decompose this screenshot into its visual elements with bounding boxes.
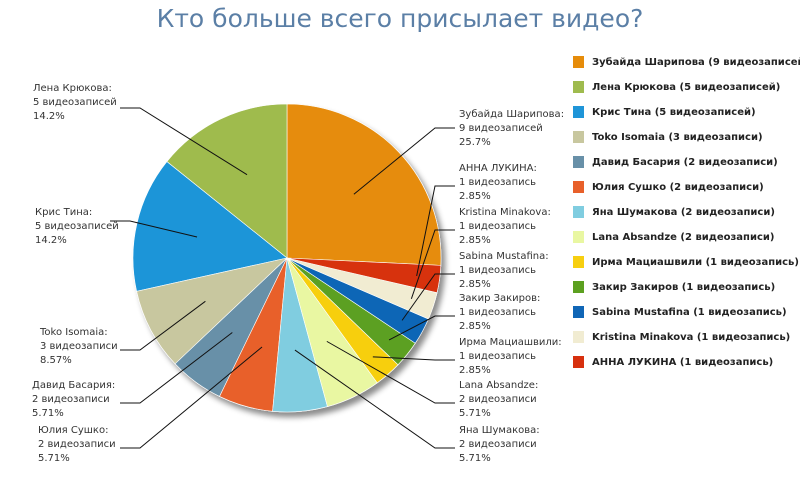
slice-label-value: 2.85%	[459, 279, 491, 290]
legend-label: Крис Тина (5 видеозаписей)	[592, 107, 756, 118]
slice-label-name: Яна Шумакова:	[459, 425, 540, 436]
leader-line	[120, 107, 248, 176]
slice-label-name: Давид Басария:	[32, 380, 115, 391]
slice-label-count: 2 видеозаписи	[38, 439, 116, 450]
legend-swatch	[573, 231, 584, 243]
pie-slice	[166, 103, 288, 259]
slice-label-name: Зубайда Шарипова:	[459, 109, 564, 120]
slice-label-value: 2.85%	[459, 235, 491, 246]
legend-label: Лена Крюкова (5 видеозаписей)	[592, 82, 780, 93]
legend-swatch	[573, 256, 584, 268]
legend-swatch	[573, 356, 584, 368]
slice-label-count: 2 видеозаписи	[459, 439, 537, 450]
slice-label-value: 2.85%	[459, 365, 491, 376]
slice-label-count: 5 видеозаписей	[33, 97, 117, 108]
slice-label-value: 8.57%	[40, 355, 72, 366]
legend-swatch	[573, 56, 584, 68]
legend-label: Ирма Мациашвили (1 видеозапись)	[592, 257, 799, 268]
slice-label-value: 14.2%	[35, 235, 67, 246]
slice-label-count: 1 видеозапись	[459, 307, 536, 318]
legend-swatch	[573, 131, 584, 143]
chart-title: Кто больше всего присылает видео?	[157, 4, 644, 33]
slice-label-value: 5.71%	[38, 453, 70, 464]
legend-swatch	[573, 331, 584, 343]
leader-line	[401, 273, 455, 321]
slice-label-count: 1 видеозапись	[459, 265, 536, 276]
legend-label: Lana Absandze (2 видеозаписи)	[592, 232, 774, 243]
leader-line	[120, 332, 233, 404]
slice-label-name: Toko Isomaia:	[39, 327, 108, 338]
slice-label-value: 5.71%	[459, 453, 491, 464]
slice-label-count: 3 видеозаписи	[40, 341, 118, 352]
legend-swatch	[573, 81, 584, 93]
slice-label-count: 1 видеозапись	[459, 351, 536, 362]
slice-label-count: 1 видеозапись	[459, 221, 536, 232]
slice-label-name: Крис Тина:	[35, 207, 92, 218]
legend-label: Закир Закиров (1 видеозапись)	[592, 282, 775, 293]
legend-swatch	[573, 306, 584, 318]
leaders: Зубайда Шарипова: 9 видеозаписей 25.7% Лена…	[32, 83, 564, 464]
leader-line	[372, 356, 455, 361]
legend-swatch	[573, 281, 584, 293]
legend-swatch	[573, 181, 584, 193]
pie-slice	[136, 257, 288, 365]
leader-line	[120, 346, 263, 449]
leader-line	[294, 349, 455, 449]
slice-label-count: 9 видеозаписей	[459, 123, 543, 134]
pie	[132, 103, 442, 413]
slice-label-name: АННА ЛУКИНА:	[459, 163, 537, 174]
leader-line	[410, 229, 455, 299]
legend-label: Toko Isomaia (3 видеозаписи)	[592, 132, 763, 143]
slice-label-count: 5 видеозаписей	[35, 221, 119, 232]
pie-slice	[286, 257, 442, 294]
slice-label-value: 5.71%	[459, 408, 491, 419]
legend-label: АННА ЛУКИНА (1 видеозапись)	[592, 357, 773, 368]
slice-label-value: 25.7%	[459, 137, 491, 148]
leader-line	[120, 300, 206, 351]
slice-label-count: 1 видеозапись	[459, 177, 536, 188]
legend-label: Юлия Сушко (2 видеозаписи)	[592, 182, 764, 193]
legend-swatch	[573, 206, 584, 218]
leader-line	[416, 185, 455, 277]
slice-label-name: Sabina Mustafina:	[459, 251, 549, 262]
slice-label-count: 2 видеозаписи	[32, 394, 110, 405]
legend-label: Яна Шумакова (2 видеозаписи)	[592, 207, 775, 218]
legend-label: Давид Басария (2 видеозаписи)	[592, 157, 778, 168]
legend-label: Sabina Mustafina (1 видеозапись)	[592, 307, 787, 318]
slice-label-name: Закир Закиров:	[459, 293, 540, 304]
legend-label: Зубайда Шарипова (9 видеозаписей)	[592, 56, 800, 68]
slice-label-value: 2.85%	[459, 321, 491, 332]
legend-swatch	[573, 156, 584, 168]
leader-line	[326, 340, 455, 404]
legend-swatch	[573, 106, 584, 118]
slice-label-count: 2 видеозаписи	[459, 394, 537, 405]
slice-label-name: Ирма Мациашвили:	[459, 337, 562, 348]
pie-slice	[286, 103, 442, 266]
leader-line	[388, 315, 455, 341]
slice-label-name: Lana Absandze:	[459, 380, 538, 391]
leader-line	[353, 127, 455, 195]
slice-label-value: 2.85%	[459, 191, 491, 202]
legend: Зубайда Шарипова (9 видеозаписей) Лена Кр…	[573, 56, 800, 368]
leader-line	[110, 220, 198, 238]
slice-label-name: Лена Крюкова:	[33, 83, 112, 94]
slice-label-name: Юлия Сушко:	[38, 425, 108, 436]
legend-label: Kristina Minakova (1 видеозапись)	[592, 332, 790, 343]
slice-label-value: 14.2%	[33, 111, 65, 122]
slice-label-name: Kristina Minakova:	[459, 207, 551, 218]
slice-label-value: 5.71%	[32, 408, 64, 419]
